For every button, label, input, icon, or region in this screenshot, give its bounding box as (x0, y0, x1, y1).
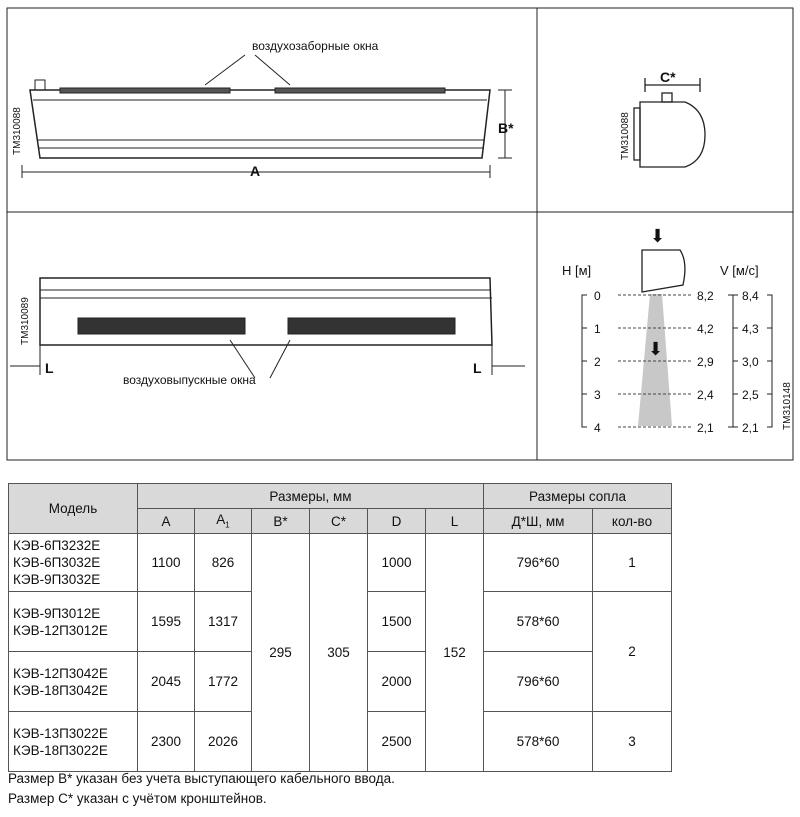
table-row: КЭВ-12П3042Е КЭВ-18П3042Е 2045 1772 2000 79… (8, 651, 672, 712)
arrow-down-icon: ⬇ (648, 339, 663, 359)
cell-qty: 1 (592, 533, 672, 592)
h-value: 2 (594, 355, 601, 369)
cell-nozzle: 796*60 (483, 651, 593, 712)
col-model: Модель (8, 483, 138, 534)
v1-value: 8,2 (697, 289, 714, 303)
v2-value: 2,5 (742, 388, 759, 402)
velocity-diagram: ⬇ ⬇ H [м] V [м/с] TM310148 0 8,2 8,4 1 4,2 4,… (562, 226, 793, 435)
h-value: 1 (594, 322, 601, 336)
col-sizes: Размеры, мм (137, 483, 484, 509)
h-axis-label: H [м] (562, 263, 591, 278)
cell-d: 2500 (367, 711, 426, 772)
col-nozzle-size: Д*Ш, мм (483, 508, 593, 534)
cell-b: 295 (251, 533, 310, 772)
v1-value: 2,4 (697, 388, 714, 402)
dimensions-table: Модель Размеры, мм Размеры сопла A A1 B*… (8, 483, 672, 772)
col-l: L (425, 508, 484, 534)
table-row: КЭВ-13П3022Е КЭВ-18П3022Е 2300 2026 2500 57… (8, 711, 672, 772)
cell-a1: 826 (194, 533, 252, 592)
h-value: 4 (594, 421, 601, 435)
cell-a: 2045 (137, 651, 195, 712)
table-row: КЭВ-6П3232Е КЭВ-6П3032Е КЭВ-9П3032Е 1100 82… (8, 533, 672, 772)
v2-value: 2,1 (742, 421, 759, 435)
cell-a: 1100 (137, 533, 195, 592)
code-side: TM310088 (620, 112, 631, 160)
table-row: КЭВ-9П3012Е КЭВ-12П3012Е 1595 1317 1500 578… (8, 591, 672, 712)
cell-c: 305 (309, 533, 368, 772)
cell-d: 2000 (367, 651, 426, 712)
cell-a: 2300 (137, 711, 195, 772)
cell-d: 1500 (367, 591, 426, 652)
cell-a1: 2026 (194, 711, 252, 772)
col-nozzle: Размеры сопла (483, 483, 672, 509)
models: КЭВ-12П3042Е КЭВ-18П3042Е (8, 651, 138, 712)
v1-bracket (728, 294, 734, 428)
cell-l: 152 (425, 533, 484, 772)
col-c: C* (309, 508, 368, 534)
arrow-down-icon: ⬇ (650, 226, 665, 246)
code-bottom: TM310089 (20, 297, 31, 345)
v1-value: 2,1 (697, 421, 714, 435)
col-qty: кол-во (592, 508, 672, 534)
v-axis-label: V [м/с] (720, 263, 759, 278)
h-value: 3 (594, 388, 601, 402)
col-a1: A1 (194, 508, 252, 534)
col-b: B* (251, 508, 310, 534)
cell-d: 1000 (367, 533, 426, 592)
code-chart: TM310148 (782, 382, 793, 430)
v2-value: 8,4 (742, 289, 759, 303)
cell-a1: 1772 (194, 651, 252, 712)
col-a: A (137, 508, 195, 534)
front-view (21, 54, 512, 178)
cell-a1: 1317 (194, 591, 252, 652)
cell-qty: 2 (592, 591, 672, 712)
footnote-b: Размер B* указан без учета выступающего … (8, 771, 395, 786)
dim-l-right: L (473, 360, 482, 376)
models: КЭВ-6П3232Е КЭВ-6П3032Е КЭВ-9П3032Е (8, 533, 138, 592)
technical-drawings: воздухозаборные окна A B* TM310088 C* TM… (6, 7, 794, 461)
air-outlet-label: воздуховыпускные окна (123, 373, 256, 387)
v1-value: 4,2 (697, 322, 714, 336)
drawing-frame (6, 7, 794, 461)
v1-value: 2,9 (697, 355, 714, 369)
cell-qty: 3 (592, 711, 672, 772)
footnote-c: Размер C* указан с учётом кронштейнов. (8, 791, 267, 806)
dim-a-label: A (250, 163, 260, 179)
v2-value: 4,3 (742, 322, 759, 336)
v2-value: 3,0 (742, 355, 759, 369)
cell-nozzle: 796*60 (483, 533, 593, 592)
side-view (633, 78, 706, 168)
bottom-view (10, 277, 525, 379)
cell-nozzle: 578*60 (483, 591, 593, 652)
col-d: D (367, 508, 426, 534)
dim-b-label: B* (498, 120, 514, 136)
dim-c-label: C* (660, 69, 676, 85)
models: КЭВ-9П3012Е КЭВ-12П3012Е (8, 591, 138, 652)
dim-l-left: L (45, 360, 54, 376)
air-intake-label: воздухозаборные окна (252, 39, 379, 53)
models: КЭВ-13П3022Е КЭВ-18П3022Е (8, 711, 138, 772)
h-value: 0 (594, 289, 601, 303)
cell-nozzle: 578*60 (483, 711, 593, 772)
cell-a: 1595 (137, 591, 195, 652)
code-front: TM310088 (12, 107, 23, 155)
